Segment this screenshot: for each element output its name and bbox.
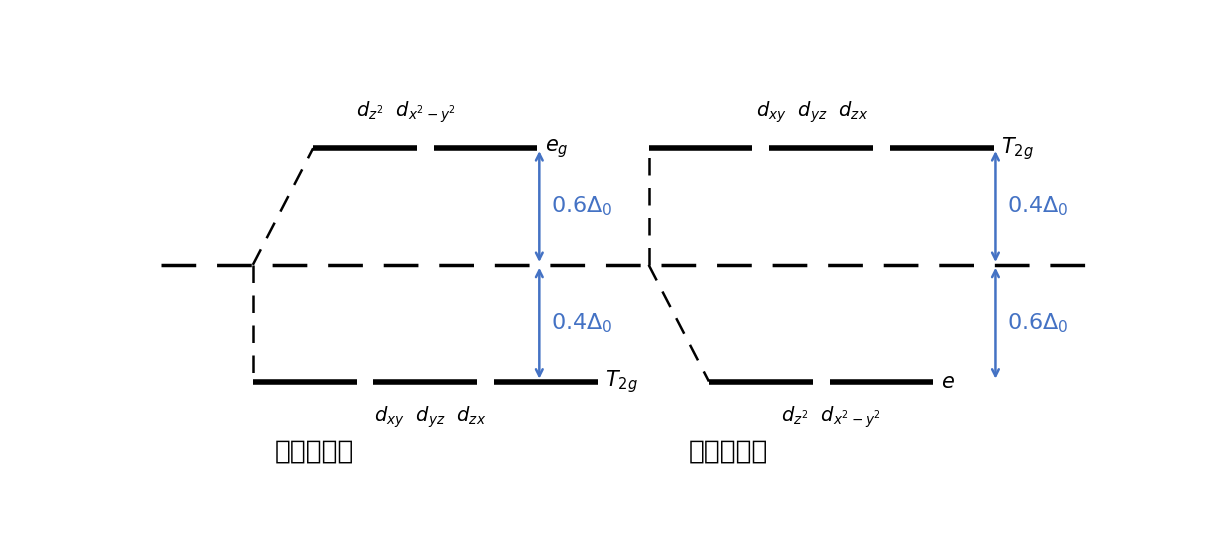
Text: $0.4\Delta_0$: $0.4\Delta_0$: [1007, 195, 1069, 219]
Text: $d_{xy}\ \ d_{yz}\ \ d_{zx}$: $d_{xy}\ \ d_{yz}\ \ d_{zx}$: [755, 100, 868, 126]
Text: $0.4\Delta_0$: $0.4\Delta_0$: [551, 312, 612, 335]
Text: $T_{2g}$: $T_{2g}$: [1001, 135, 1034, 162]
Text: 正八面体型: 正八面体型: [275, 439, 354, 465]
Text: $d_{xy}\ \ d_{yz}\ \ d_{zx}$: $d_{xy}\ \ d_{yz}\ \ d_{zx}$: [373, 405, 486, 430]
Text: $T_{2g}$: $T_{2g}$: [606, 368, 638, 395]
Text: $e_g$: $e_g$: [545, 137, 569, 160]
Text: 正四面体型: 正四面体型: [689, 439, 769, 465]
Text: $d_{z^2}\ \ d_{x^2-y^2}$: $d_{z^2}\ \ d_{x^2-y^2}$: [356, 100, 456, 126]
Text: $e$: $e$: [941, 372, 955, 392]
Text: $0.6\Delta_0$: $0.6\Delta_0$: [551, 195, 612, 219]
Text: $0.6\Delta_0$: $0.6\Delta_0$: [1007, 312, 1069, 335]
Text: $d_{z^2}\ \ d_{x^2-y^2}$: $d_{z^2}\ \ d_{x^2-y^2}$: [781, 405, 880, 430]
